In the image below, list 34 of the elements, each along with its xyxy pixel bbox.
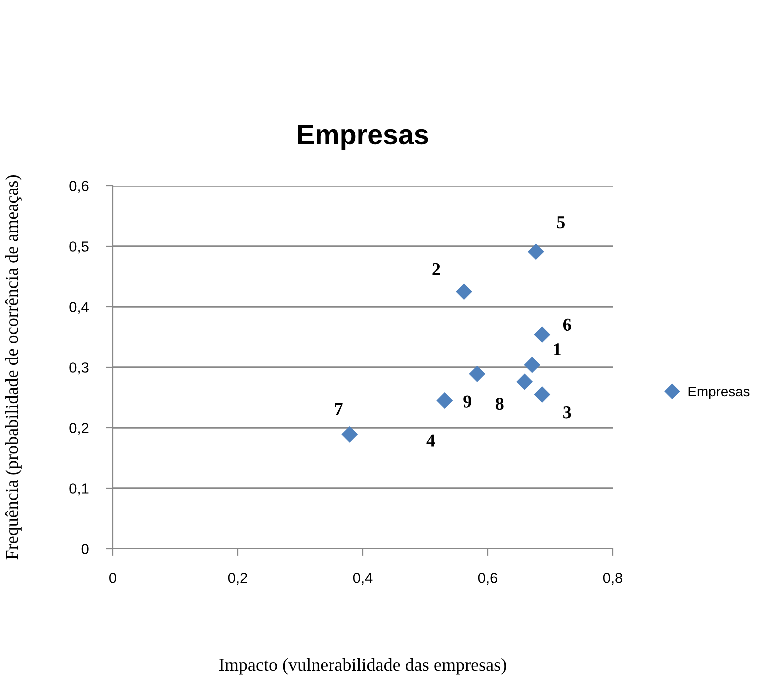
point [528,244,544,260]
x-tick-label: 0 [110,572,116,584]
y-tick-label: 0 [82,544,89,554]
point [534,326,551,344]
y-tick-label: 0,4 [70,302,89,314]
x-tick-label: 0,2 [228,572,248,586]
x-tick-label: 0,6 [478,572,498,586]
annotation: 9 [464,396,472,408]
point [469,366,486,382]
y-tick-label: 0,3 [70,362,89,375]
y-tick-label: 0,5 [70,242,89,254]
annotation: 1 [554,344,561,356]
annotation: 5 [557,216,565,229]
annotation: 6 [563,318,572,332]
point [436,392,454,409]
point [342,426,358,443]
x-tick-label: 0,8 [603,572,623,586]
x-axis-title: Impacto (vulnerabilidade das empresas) [220,658,506,675]
y-tick-label: 0,1 [70,484,89,496]
point [456,284,472,300]
point [534,386,551,403]
annotation: 4 [426,434,436,447]
annotation: 8 [496,398,504,410]
point [524,356,541,374]
annotation: 2 [432,263,440,276]
annotation: 7 [335,404,343,416]
y-axis-title: Frequência (probabilidade de ocorrência de ameaças) [5,176,22,560]
y-tick-label: 0,2 [70,423,89,436]
chart-title: Empresas [298,125,428,150]
y-tick-label: 0,6 [70,181,89,194]
annotation: 3 [564,406,572,419]
point [516,374,534,390]
x-tick-label: 0,4 [353,572,373,586]
legend-label: Empresas [688,386,750,400]
